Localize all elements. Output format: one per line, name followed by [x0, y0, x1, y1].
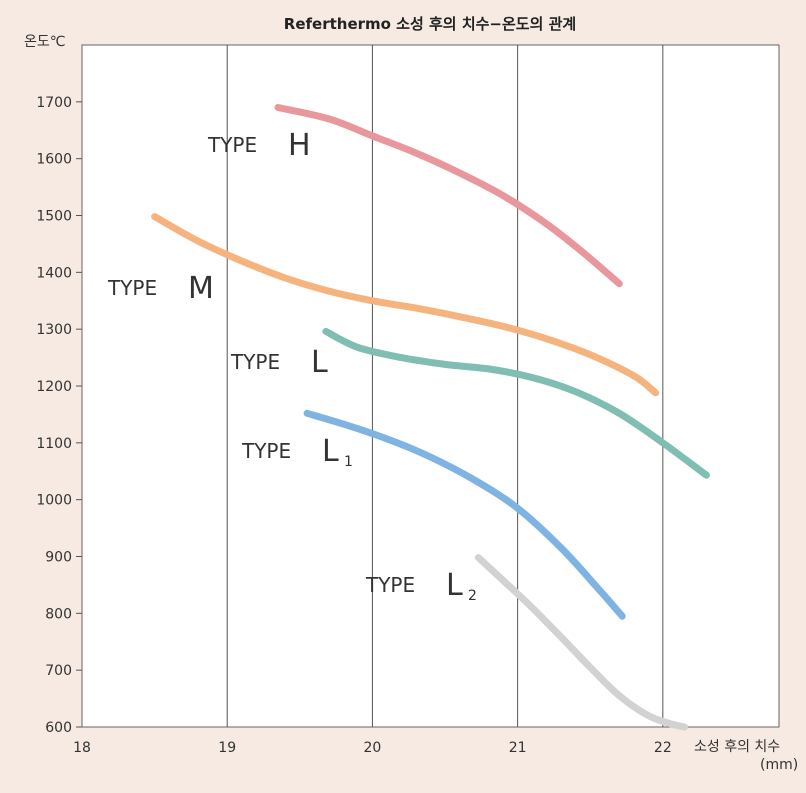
x-axis-unit: (mm) [760, 757, 798, 773]
plot-area [81, 44, 780, 728]
y-tick-label: 600 [45, 720, 72, 736]
series-label-prefix: TYPE [241, 439, 291, 463]
x-tick-label: 20 [364, 740, 382, 756]
series-lines [151, 104, 710, 731]
y-tick-label: 800 [45, 606, 72, 622]
y-tick-label: 1100 [36, 436, 72, 452]
x-tick-label: 21 [509, 740, 527, 756]
x-tick-label: 19 [218, 740, 236, 756]
series-label-prefix: TYPE [207, 133, 257, 157]
series-label-type-l: TYPE L [230, 345, 328, 380]
series-label-letter: M [188, 271, 214, 306]
series-label-subscript: 1 [344, 454, 353, 470]
series-label-subscript: 2 [468, 588, 477, 604]
y-tick-label: 1200 [36, 379, 72, 395]
y-axis-ticks: 600 700 800 900 1000 1100 1200 1300 1400 1500 1600… [36, 95, 82, 736]
series-label-type-l2: TYPE L 2 [365, 568, 477, 604]
series-label-prefix: TYPE [107, 276, 157, 300]
series-label-type-m: TYPE M [107, 271, 214, 306]
x-tick-label: 18 [73, 740, 91, 756]
series-label-type-l1: TYPE L 1 [241, 434, 353, 470]
series-label-letter: H [288, 128, 311, 163]
y-tick-label: 1300 [36, 322, 72, 338]
y-axis-label: 온도℃ [24, 34, 65, 50]
y-tick-label: 1700 [36, 95, 72, 111]
y-tick-label: 700 [45, 663, 72, 679]
x-tick-label: 22 [654, 740, 672, 756]
x-axis-ticks: 18 19 20 21 22 [73, 740, 672, 756]
series-label-prefix: TYPE [365, 573, 415, 597]
chart-title: Referthermo 소성 후의 치수−온도의 관계 [284, 15, 576, 33]
grid-lines [226, 45, 664, 727]
y-tick-label: 1600 [36, 152, 72, 168]
y-tick-label: 1000 [36, 493, 72, 509]
series-label-prefix: TYPE [230, 350, 280, 374]
series-label-letter: L [446, 568, 463, 603]
y-tick-label: 900 [45, 550, 72, 566]
series-line-type-l2 [474, 554, 689, 731]
series-label-letter: L [311, 345, 328, 380]
series-line-type-l1 [303, 409, 626, 620]
y-tick-label: 1500 [36, 209, 72, 225]
series-label-type-h: TYPE H [207, 128, 311, 163]
series-label-letter: L [322, 434, 339, 469]
series-line-type-l [322, 327, 710, 479]
x-axis-label: 소성 후의 치수 [694, 739, 780, 755]
y-tick-label: 1400 [36, 265, 72, 281]
series-line-type-h [274, 104, 623, 288]
series-line-type-m [151, 213, 660, 397]
